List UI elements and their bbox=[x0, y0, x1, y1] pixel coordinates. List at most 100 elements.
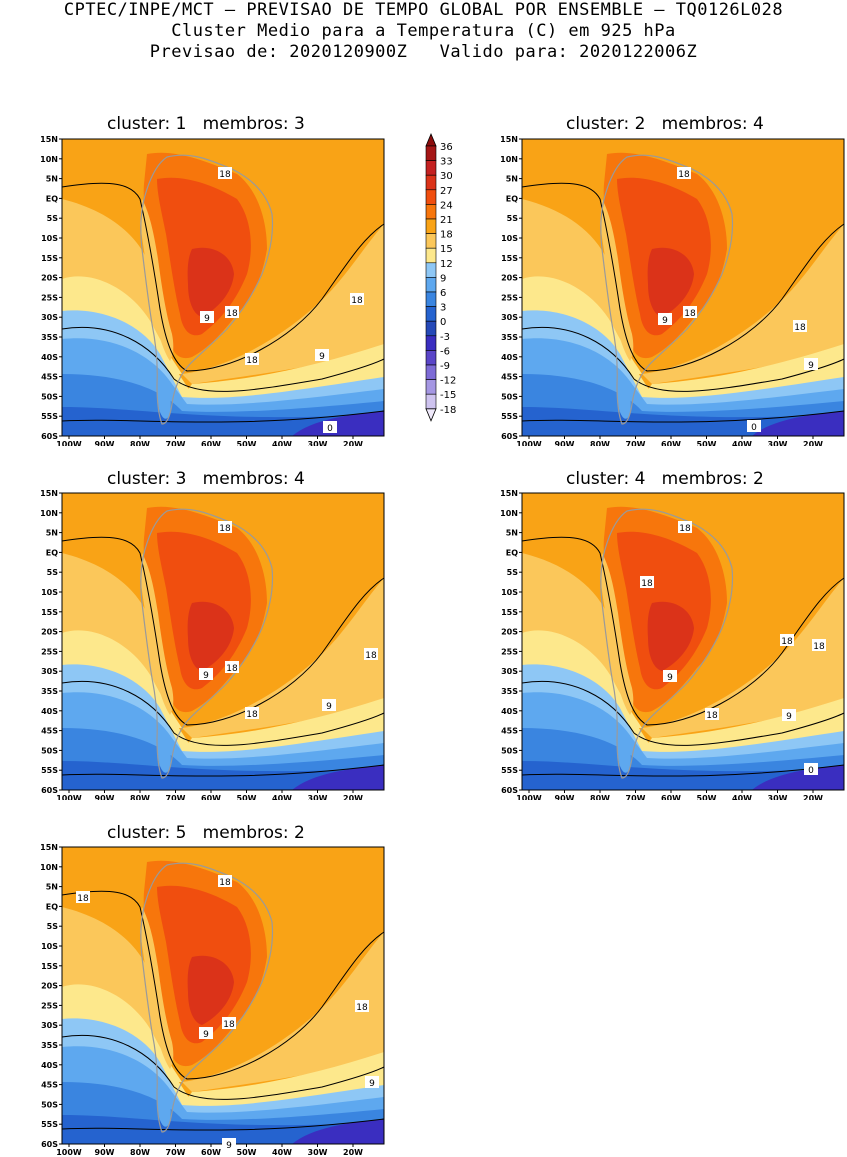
lon-tick-label: 20W bbox=[343, 440, 363, 446]
contour-label-text: 9 bbox=[203, 1030, 209, 1040]
lat-tick-label: 50S bbox=[501, 392, 518, 401]
contour-label: 9 bbox=[315, 349, 329, 362]
lon-tick-label: 60W bbox=[201, 440, 221, 446]
contour-label: 18 bbox=[225, 306, 239, 319]
colorbar-label: 0 bbox=[440, 317, 446, 328]
lon-tick-label: 80W bbox=[130, 794, 150, 800]
lon-tick-label: 20W bbox=[803, 794, 823, 800]
colorbar-label: 27 bbox=[440, 186, 453, 197]
lat-tick-label: EQ bbox=[46, 194, 58, 203]
contour-label-text: 9 bbox=[667, 673, 673, 683]
lat-tick-label: 30S bbox=[41, 313, 58, 322]
lon-tick-label: 40W bbox=[272, 794, 292, 800]
colorbar-label: -18 bbox=[440, 405, 456, 416]
lat-tick-label: 45S bbox=[41, 727, 58, 736]
lon-tick-label: 50W bbox=[237, 440, 257, 446]
lat-tick-label: 40S bbox=[501, 353, 518, 362]
lon-tick-label: 30W bbox=[768, 440, 788, 446]
lat-tick-label: 45S bbox=[41, 1081, 58, 1090]
lat-tick-label: 45S bbox=[501, 727, 518, 736]
map-panel-5: 18 18 18 18 9 9 9 15N 10N 5N EQ 5S 10S 15S 20S 25S 30S 35… bbox=[40, 844, 385, 1157]
lon-tick-label: 70W bbox=[166, 1148, 186, 1157]
colorbar-swatch bbox=[425, 174, 437, 191]
colorbar-label: -6 bbox=[440, 346, 450, 357]
contour-label-text: 0 bbox=[808, 766, 814, 776]
lat-tick-label: 15N bbox=[40, 136, 58, 144]
lat-tick-label: 20S bbox=[501, 274, 518, 283]
contour-label-text: 9 bbox=[203, 671, 209, 681]
lat-tick-label: 25S bbox=[41, 293, 58, 302]
colorbar-label: -15 bbox=[440, 390, 456, 401]
contour-label: 18 bbox=[705, 708, 719, 721]
colorbar-label: 18 bbox=[440, 230, 453, 241]
lon-tick-label: 80W bbox=[130, 440, 150, 446]
colorbar-label: 21 bbox=[440, 215, 453, 226]
lat-tick-label: 25S bbox=[41, 1001, 58, 1010]
contour-label-text: 18 bbox=[781, 637, 793, 647]
lat-tick-label: 35S bbox=[41, 333, 58, 342]
lon-tick-label: 90W bbox=[555, 440, 575, 446]
lon-tick-label: 90W bbox=[95, 794, 115, 800]
contour-label: 9 bbox=[199, 1027, 213, 1040]
colorbar-swatch bbox=[425, 277, 437, 293]
lat-tick-label: 50S bbox=[41, 746, 58, 755]
lat-tick-label: 40S bbox=[501, 707, 518, 716]
lat-tick-label: 10N bbox=[500, 155, 518, 164]
contour-label-text: 9 bbox=[369, 1079, 375, 1089]
colorbar-arrow-top bbox=[425, 132, 437, 147]
lat-tick-label: 20S bbox=[501, 628, 518, 637]
lon-tick-label: 30W bbox=[308, 794, 328, 800]
lat-tick-label: 15N bbox=[40, 490, 58, 498]
contour-label-text: 18 bbox=[794, 323, 806, 333]
lon-tick-label: 100W bbox=[56, 794, 82, 800]
colorbar-label: 3 bbox=[440, 303, 446, 314]
contour-label: 18 bbox=[218, 521, 232, 534]
colorbar-swatch bbox=[425, 291, 437, 307]
lon-tick-label: 40W bbox=[732, 440, 752, 446]
contour-label-text: 18 bbox=[351, 296, 363, 306]
lat-tick-label: 40S bbox=[41, 707, 58, 716]
lat-tick-label: 15N bbox=[500, 136, 518, 144]
lat-tick-label: 35S bbox=[501, 687, 518, 696]
lon-tick-label: 100W bbox=[516, 440, 542, 446]
figure-title-line-2: Cluster Medio para a Temperatura (C) em … bbox=[171, 21, 676, 41]
contour-label-text: 18 bbox=[223, 1020, 235, 1030]
lat-tick-label: 15S bbox=[501, 608, 518, 617]
lon-tick-label: 50W bbox=[697, 794, 717, 800]
figure-title-line-3: Previsao de: 2020120900Z Valido para: 20… bbox=[149, 42, 698, 62]
lat-tick-label: 30S bbox=[41, 1021, 58, 1030]
colorbar-label: 24 bbox=[440, 200, 453, 211]
lon-tick-label: 70W bbox=[626, 794, 646, 800]
colorbar-swatch bbox=[425, 145, 437, 161]
contour-label-text: 18 bbox=[226, 664, 238, 674]
contour-label: 0 bbox=[804, 763, 818, 776]
lat-tick-label: 40S bbox=[41, 353, 58, 362]
lon-tick-label: 50W bbox=[237, 794, 257, 800]
contour-label: 9 bbox=[200, 311, 214, 324]
colorbar-label: -9 bbox=[440, 361, 450, 372]
lon-tick-label: 40W bbox=[732, 794, 752, 800]
lat-tick-label: 55S bbox=[501, 766, 518, 775]
lat-tick-label: 15S bbox=[41, 962, 58, 971]
lat-tick-label: 60S bbox=[41, 1140, 58, 1149]
contour-label-text: 18 bbox=[219, 878, 231, 888]
map-panel-1: 18 18 18 18 9 9 0 15N 10N 5N EQ 5S 10S 15S 20S 25S 30S 35… bbox=[40, 136, 385, 446]
contour-label-text: 18 bbox=[365, 651, 377, 661]
colorbar-swatch bbox=[425, 160, 437, 176]
lon-tick-label: 90W bbox=[555, 794, 575, 800]
map-panel-3: 18 18 18 18 9 9 15N 10N 5N EQ 5S 10S 15S 20S 25S 30S 35S… bbox=[40, 490, 385, 800]
lat-tick-label: 15S bbox=[41, 608, 58, 617]
lat-tick-label: 60S bbox=[41, 432, 58, 441]
contour-label-text: 0 bbox=[751, 423, 757, 433]
lon-tick-label: 30W bbox=[308, 440, 328, 446]
panel-title-1: cluster: 1 membros: 3 bbox=[107, 114, 305, 134]
lat-tick-label: 10N bbox=[500, 509, 518, 518]
lat-tick-label: 60S bbox=[41, 786, 58, 795]
lat-tick-label: 5S bbox=[47, 214, 59, 223]
colorbar-swatch bbox=[425, 204, 437, 220]
contour-label: 18 bbox=[225, 661, 239, 674]
lat-tick-label: 55S bbox=[41, 766, 58, 775]
contour-label: 18 bbox=[364, 648, 378, 661]
lat-tick-label: 55S bbox=[501, 412, 518, 421]
